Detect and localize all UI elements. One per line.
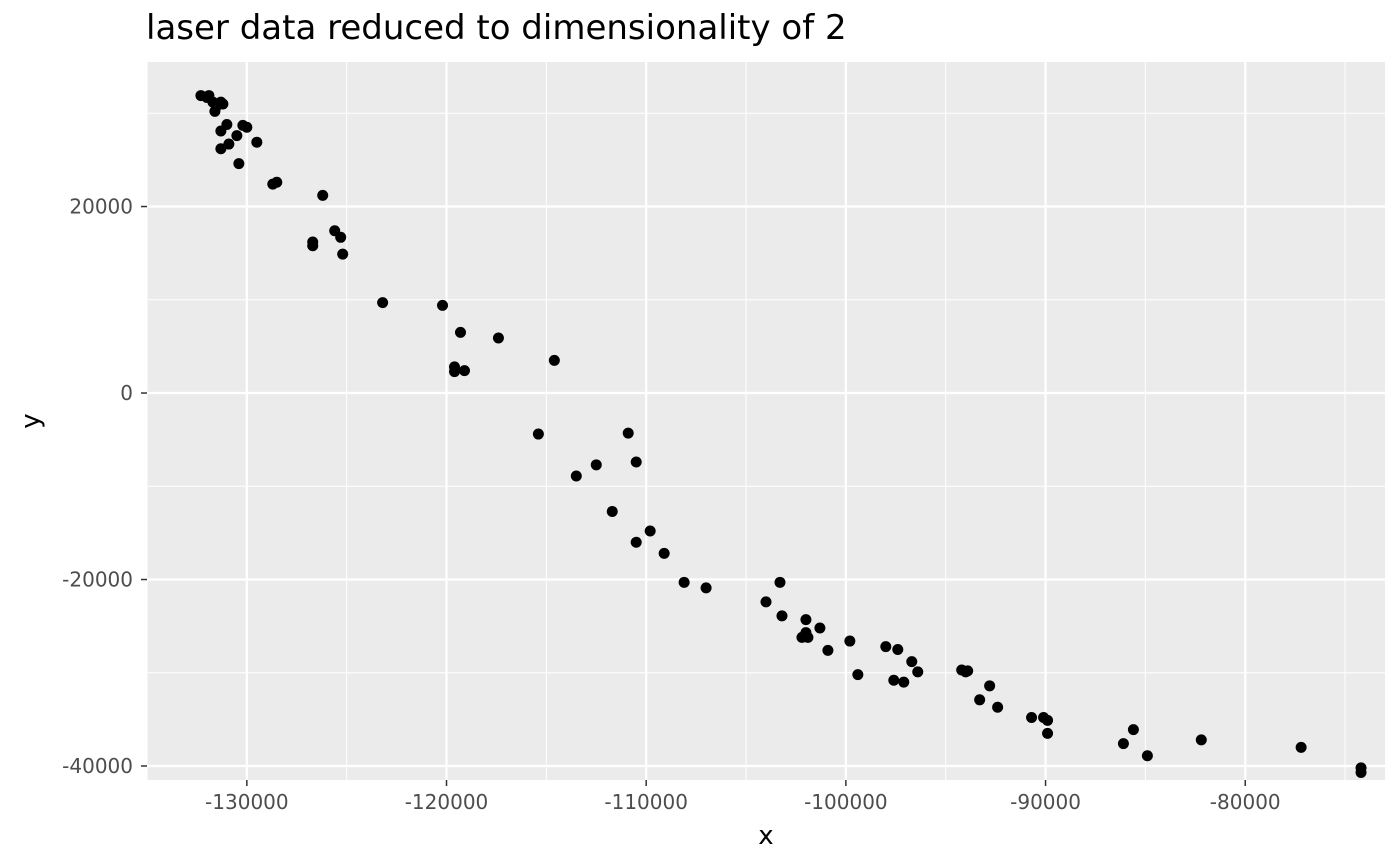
data-point (630, 536, 642, 548)
x-tick-label: -100000 (804, 790, 888, 814)
x-tick-label: -130000 (205, 790, 289, 814)
data-point (906, 656, 918, 668)
data-point (622, 427, 634, 439)
data-point (852, 669, 864, 681)
data-point (888, 674, 900, 686)
data-point (251, 136, 263, 148)
data-point (223, 138, 235, 150)
data-point (912, 666, 924, 678)
data-point (606, 505, 618, 517)
data-point (1117, 738, 1129, 750)
x-axis: -130000 -120000 -110000 -100000 -90000 -80000 (205, 780, 1281, 814)
data-point (335, 231, 347, 243)
chart-title: laser data reduced to dimensionality of … (146, 8, 847, 48)
data-point (974, 694, 986, 706)
data-point (880, 641, 892, 653)
data-point (1042, 714, 1054, 726)
data-point (760, 596, 772, 608)
data-point (1042, 727, 1054, 739)
data-point (678, 576, 690, 588)
data-point (774, 576, 786, 588)
data-point (814, 622, 826, 634)
plot-panel (147, 62, 1385, 780)
data-point (644, 525, 656, 537)
data-point (241, 121, 253, 133)
x-tick-label: -80000 (1210, 790, 1281, 814)
data-point (1141, 750, 1153, 762)
data-point (492, 332, 504, 344)
grid-major (147, 62, 1385, 780)
data-points (195, 90, 1367, 779)
data-point (800, 614, 812, 626)
data-point (377, 297, 389, 309)
x-tick-label: -120000 (405, 790, 489, 814)
y-tick-label: 0 (120, 381, 133, 405)
data-point (802, 631, 814, 643)
data-point (307, 240, 319, 252)
data-point (215, 143, 227, 155)
data-point (776, 610, 788, 622)
y-axis-title: y (16, 413, 46, 428)
data-point (822, 644, 834, 656)
data-point (898, 676, 910, 688)
data-point (984, 680, 996, 692)
data-point (532, 428, 544, 440)
data-point (1355, 767, 1367, 779)
data-point (1026, 712, 1038, 724)
data-point (570, 470, 582, 482)
data-point (630, 456, 642, 468)
data-point (271, 176, 283, 188)
y-axis: -40000 -20000 0 20000 (62, 195, 147, 778)
data-point (1295, 741, 1307, 753)
data-point (458, 365, 470, 377)
data-point (700, 582, 712, 594)
data-point (209, 105, 221, 117)
data-point (844, 635, 856, 647)
x-tick-label: -110000 (604, 790, 688, 814)
data-point (454, 326, 466, 338)
x-axis-title: x (758, 821, 773, 851)
data-point (962, 665, 974, 677)
data-point (231, 130, 243, 142)
data-point (449, 366, 461, 378)
grid-minor (146, 62, 1385, 780)
y-tick-label: 20000 (69, 195, 133, 219)
data-point (233, 158, 245, 170)
data-point (1195, 734, 1207, 746)
x-tick-label: -90000 (1010, 790, 1081, 814)
data-point (548, 354, 560, 366)
data-point (217, 98, 229, 110)
data-point (658, 547, 670, 559)
data-point (437, 299, 449, 311)
data-point (221, 118, 233, 130)
data-point (892, 643, 904, 655)
data-point (337, 248, 349, 260)
data-point (590, 459, 602, 471)
data-point (992, 701, 1004, 713)
data-point (317, 189, 329, 201)
data-point (1127, 724, 1139, 736)
y-tick-label: -20000 (62, 568, 133, 592)
y-tick-label: -40000 (62, 754, 133, 778)
